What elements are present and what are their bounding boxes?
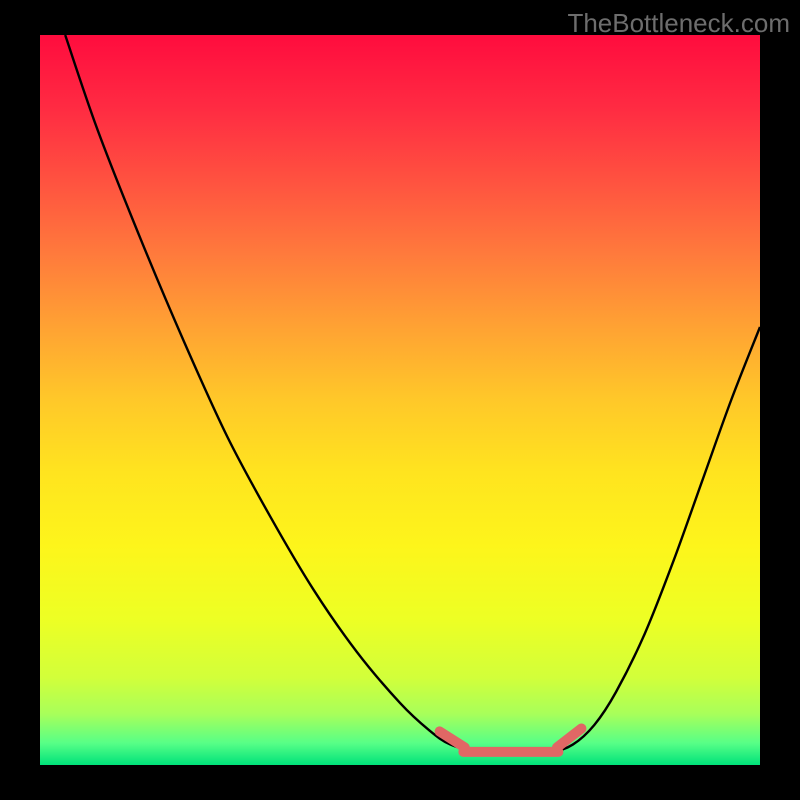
chart-stage: TheBottleneck.com	[0, 0, 800, 800]
bottleneck-curve-chart	[0, 0, 800, 800]
watermark-text: TheBottleneck.com	[567, 8, 790, 39]
plot-area	[40, 35, 760, 765]
